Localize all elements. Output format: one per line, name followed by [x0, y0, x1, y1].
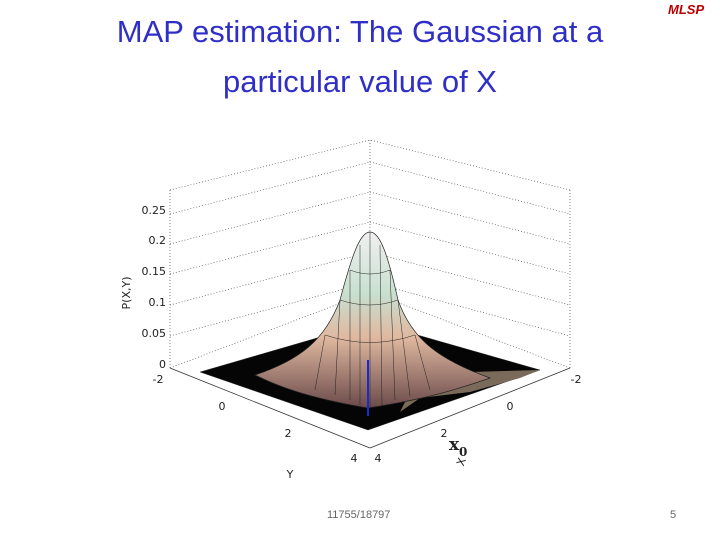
page-number: 5 — [670, 509, 677, 521]
z-tick-label: 0 — [159, 358, 166, 371]
z-tick-label: 0.05 — [142, 327, 167, 340]
y-axis-label: Y — [286, 468, 294, 481]
gaussian-surface — [254, 231, 492, 409]
annotation: x — [449, 435, 460, 455]
slide-title: particular value of X — [223, 64, 497, 99]
axis-lines — [169, 367, 571, 449]
logo: MLSP — [668, 2, 705, 17]
z-tick-label: 0.2 — [149, 234, 167, 247]
surface-cut-edge — [400, 370, 540, 412]
y-tick-label: -2 — [153, 373, 164, 386]
y-tick-label: 0 — [219, 400, 226, 413]
annotation-subscript: 0 — [459, 445, 467, 459]
y-tick-label: 4 — [351, 452, 358, 465]
y-tick-label: 2 — [285, 427, 292, 440]
footer-course: 11755/18797 — [327, 509, 391, 521]
x-tick-label: -2 — [571, 373, 582, 386]
z-tick-label: 0.15 — [142, 265, 167, 278]
z-tick-label: 0.25 — [142, 204, 167, 217]
x-tick-label: 2 — [441, 427, 448, 440]
x-axis-label: X — [454, 456, 469, 468]
slide-title: MAP estimation: The Gaussian at a — [116, 14, 604, 49]
x-tick-label: 0 — [507, 400, 514, 413]
z-tick-label: 0.1 — [149, 296, 167, 309]
z-axis-label: P(X,Y) — [120, 277, 133, 310]
x-tick-label: 4 — [375, 452, 382, 465]
surface-mesh — [314, 232, 431, 408]
